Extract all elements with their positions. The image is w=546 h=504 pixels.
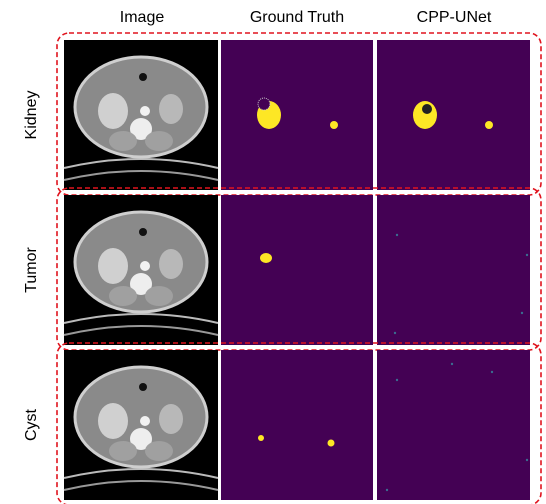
ct-gas <box>139 383 147 391</box>
mask-background <box>377 350 530 500</box>
mask-blob <box>328 440 335 447</box>
ct-organ <box>159 404 183 434</box>
noise-speck <box>396 234 398 236</box>
ct-muscle <box>145 441 173 461</box>
noise-speck <box>394 332 396 334</box>
ct-body <box>75 212 207 312</box>
noise-speck <box>526 254 528 256</box>
column-header: Image <box>120 9 165 26</box>
noise-speck <box>451 363 453 365</box>
row-label: Tumor <box>23 247 40 293</box>
ct-muscle <box>145 131 173 151</box>
mask-background <box>221 40 373 190</box>
noise-speck <box>521 312 523 314</box>
row-label: Kidney <box>23 91 40 140</box>
mask-background <box>377 40 530 190</box>
ct-organ <box>159 94 183 124</box>
ct-organ <box>159 249 183 279</box>
mask-hole <box>258 98 270 110</box>
ct-muscle <box>145 286 173 306</box>
ct-vessel <box>140 416 150 426</box>
noise-speck <box>396 379 398 381</box>
noise-speck <box>491 371 493 373</box>
ct-organ <box>98 93 128 129</box>
noise-speck <box>386 489 388 491</box>
figure: Image Ground Truth CPP-UNet Kidney Tumor C… <box>0 0 546 504</box>
mask-blob <box>260 253 272 263</box>
row-label: Cyst <box>23 408 40 441</box>
ct-vessel <box>140 106 150 116</box>
ct-organ <box>98 248 128 284</box>
ct-gas <box>139 73 147 81</box>
mask-blob <box>258 435 264 441</box>
ct-muscle <box>109 131 137 151</box>
column-header: CPP-UNet <box>417 9 492 26</box>
mask-blob <box>485 121 493 129</box>
column-header: Ground Truth <box>250 9 344 26</box>
mask-background <box>377 195 530 345</box>
ct-body <box>75 367 207 467</box>
rows: Kidney Tumor Cyst <box>23 33 541 504</box>
ct-muscle <box>109 441 137 461</box>
mask-hole <box>422 104 432 114</box>
mask-background <box>221 195 373 345</box>
ct-vessel <box>140 261 150 271</box>
mask-blob <box>330 121 338 129</box>
noise-speck <box>526 459 528 461</box>
ct-body <box>75 57 207 157</box>
mask-background <box>221 350 373 500</box>
ct-muscle <box>109 286 137 306</box>
ct-organ <box>98 403 128 439</box>
ct-gas <box>139 228 147 236</box>
